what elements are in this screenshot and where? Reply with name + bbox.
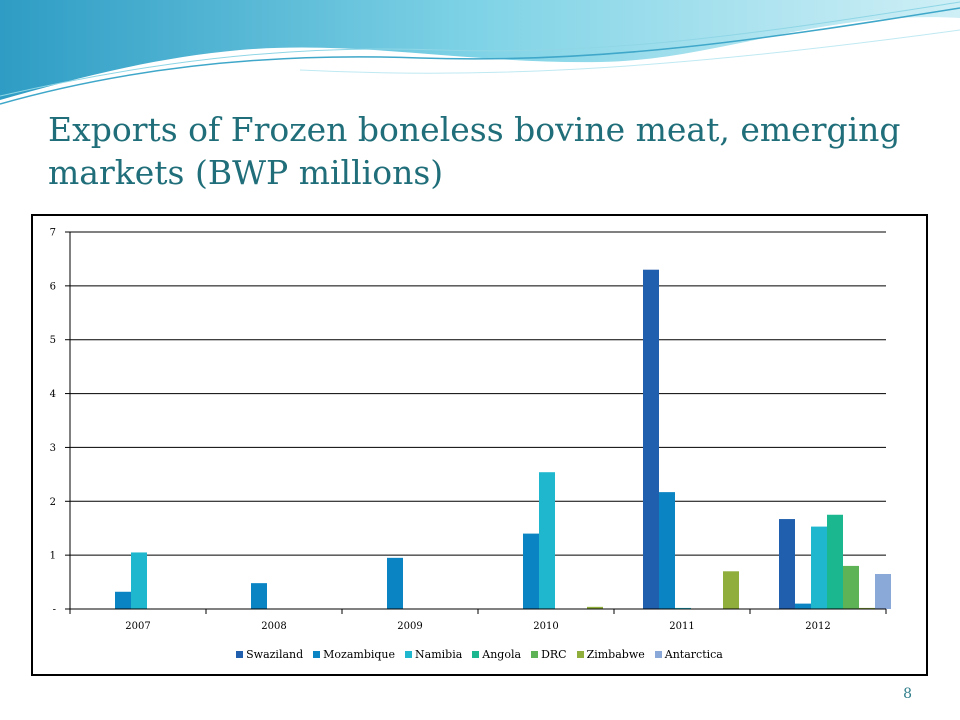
y-tick-label: 5 <box>50 335 56 346</box>
bar <box>131 552 147 609</box>
page-number: 8 <box>903 686 912 702</box>
x-tick-label: 2007 <box>125 621 150 632</box>
legend-item: DRC <box>531 648 567 661</box>
bar <box>779 519 795 609</box>
bar <box>251 583 267 609</box>
legend-swatch <box>405 651 413 658</box>
legend-item: Zimbabwe <box>576 648 645 661</box>
bar <box>827 514 843 609</box>
bar-chart: - 1 2 3 4 5 6 7 2007 2008 2009 2010 2011 2012 <box>50 228 891 632</box>
bars <box>115 269 891 609</box>
legend-item: Antarctica <box>654 648 723 661</box>
bar <box>843 565 859 609</box>
legend-item: Swaziland <box>236 648 303 661</box>
bar <box>875 573 891 609</box>
chart-legend: Swaziland Mozambique Namibia Angola DRC Zimba… <box>33 648 926 661</box>
legend-label: Mozambique <box>323 648 396 661</box>
legend-item: Namibia <box>405 648 462 661</box>
y-tick-label: - <box>53 605 56 616</box>
bar <box>643 269 659 609</box>
legend-swatch <box>313 651 321 658</box>
axes: - 1 2 3 4 5 6 7 2007 2008 2009 2010 2011 2012 <box>50 228 887 632</box>
legend-item: Mozambique <box>313 648 395 661</box>
legend-label: DRC <box>541 648 567 661</box>
x-tick-label: 2008 <box>261 621 286 632</box>
legend-label: Antarctica <box>664 648 723 661</box>
bar <box>387 557 403 609</box>
legend-swatch <box>236 651 244 658</box>
slide-title: Exports of Frozen boneless bovine meat, … <box>48 110 901 192</box>
bar <box>723 571 739 609</box>
bar <box>587 606 603 609</box>
header-wave-decoration <box>0 0 960 105</box>
x-tick-label: 2010 <box>533 621 558 632</box>
bar <box>659 492 675 609</box>
bar <box>539 472 555 609</box>
wave-band <box>0 0 960 100</box>
x-tick-label: 2011 <box>669 621 694 632</box>
legend-label: Angola <box>482 648 522 661</box>
bar <box>811 526 827 609</box>
bar <box>523 533 539 609</box>
y-tick-label: 4 <box>50 389 56 400</box>
y-tick-label: 2 <box>50 497 56 508</box>
legend-swatch <box>472 651 480 658</box>
bar <box>675 607 691 609</box>
bar <box>795 603 811 609</box>
y-tick-label: 3 <box>50 443 56 454</box>
legend-swatch <box>576 651 584 658</box>
wave-line <box>0 7 960 105</box>
x-tick-label: 2009 <box>397 621 422 632</box>
chart-frame: - 1 2 3 4 5 6 7 2007 2008 2009 2010 2011 2012 Swazila… <box>31 214 928 676</box>
bar <box>115 591 131 609</box>
legend-label: Zimbabwe <box>586 648 645 661</box>
legend-swatch <box>531 651 539 658</box>
wave-line <box>299 29 960 74</box>
legend-item: Angola <box>472 648 521 661</box>
x-tick-label: 2012 <box>805 621 830 632</box>
y-tick-label: 7 <box>50 228 56 239</box>
legend-swatch <box>654 651 662 658</box>
wave-line <box>0 1 960 97</box>
legend-label: Swaziland <box>246 648 304 661</box>
y-tick-label: 6 <box>50 281 56 292</box>
bar <box>859 607 875 609</box>
gridlines <box>70 231 886 610</box>
y-tick-label: 1 <box>50 551 56 562</box>
legend-label: Namibia <box>415 648 463 661</box>
